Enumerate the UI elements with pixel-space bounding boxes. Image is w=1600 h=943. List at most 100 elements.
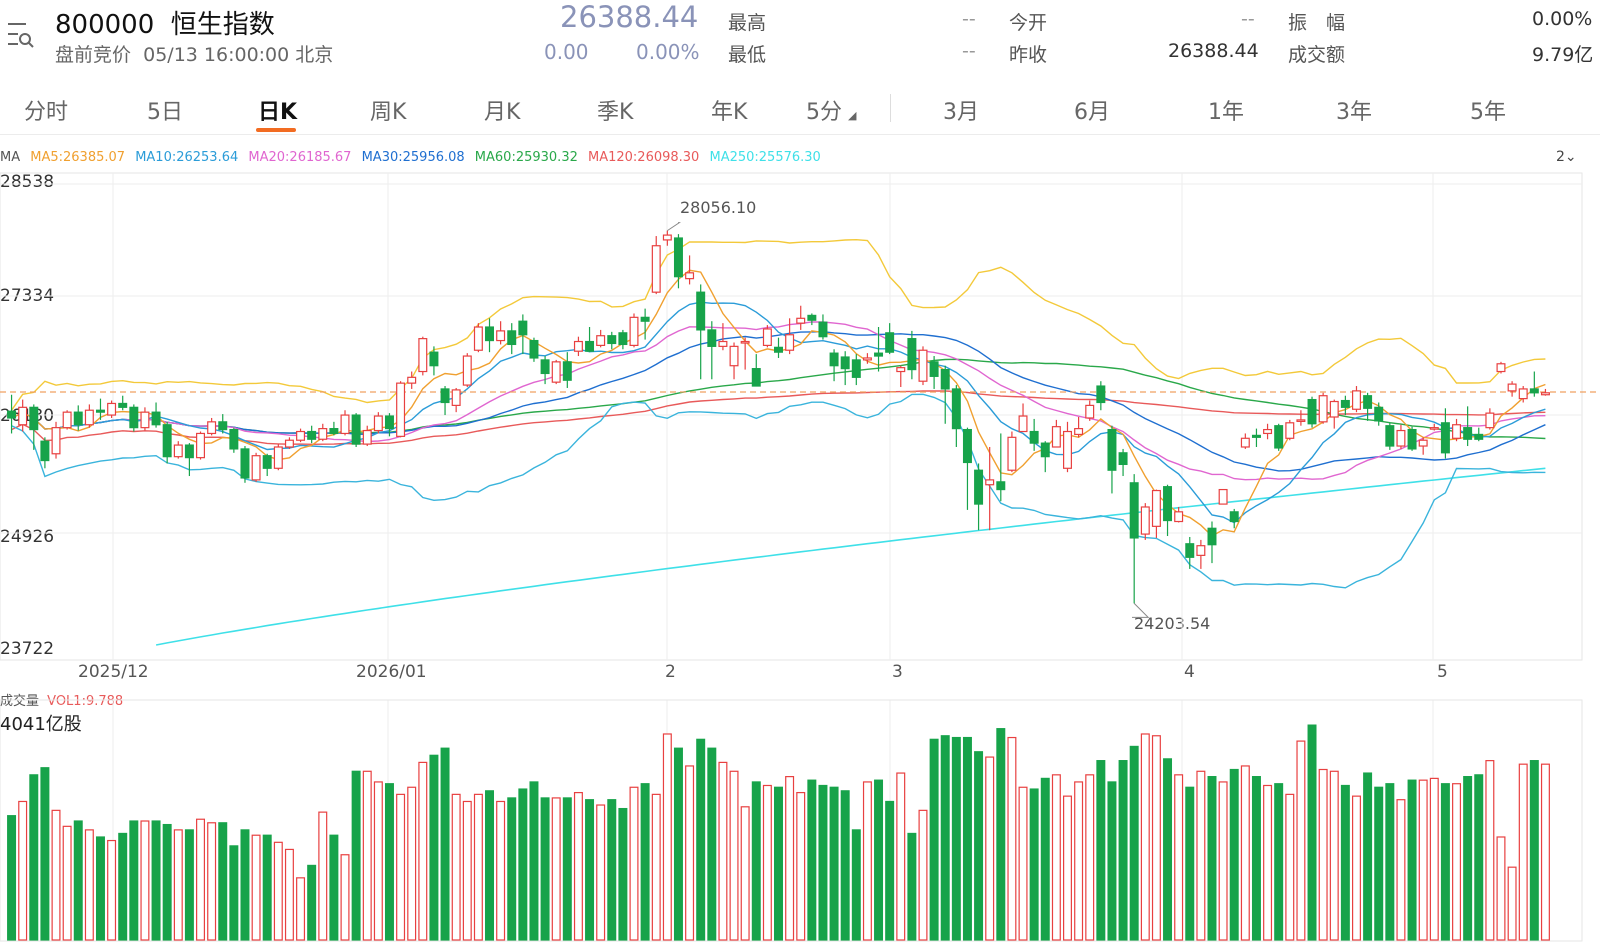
- volume-bar-down: [351, 770, 361, 941]
- volume-bar-down: [585, 799, 595, 941]
- candle-down: [640, 316, 650, 322]
- volume-bar-down: [218, 822, 228, 941]
- candle-up: [1518, 388, 1528, 400]
- tab-weekly-k[interactable]: 周K: [370, 100, 407, 125]
- candle-up: [1174, 511, 1184, 523]
- volume-bar-up: [1240, 765, 1250, 941]
- volume-bar-up: [1051, 774, 1061, 941]
- volume-bar-down: [240, 829, 250, 941]
- candle-down: [95, 409, 105, 413]
- tab-daily-k[interactable]: 日K: [258, 100, 298, 125]
- volume-bar-up: [1151, 735, 1161, 941]
- candle-down: [229, 428, 239, 450]
- candle-up: [1140, 506, 1150, 535]
- candle-up: [1263, 428, 1273, 435]
- volume-bar-down: [262, 834, 272, 941]
- candle-up: [1007, 436, 1017, 471]
- candle-up: [1218, 488, 1228, 505]
- volume-bar-up: [762, 784, 772, 941]
- candle-up: [284, 439, 294, 448]
- candle-down: [707, 329, 717, 347]
- volume-bar-up: [718, 761, 728, 941]
- candle-up: [107, 402, 117, 416]
- tab-3years[interactable]: 3年: [1336, 100, 1372, 125]
- chevron-down-icon: ⌄: [1564, 149, 1577, 165]
- tab-3months[interactable]: 3月: [943, 100, 979, 125]
- tab-5years[interactable]: 5年: [1470, 100, 1506, 125]
- tab-intraday[interactable]: 分时: [24, 100, 69, 125]
- volume-bar-up: [273, 841, 283, 941]
- candle-up: [1296, 419, 1306, 423]
- volume-bar-down: [229, 845, 239, 941]
- x-tick-label: 3: [892, 662, 903, 682]
- volume-bar-up: [373, 781, 383, 941]
- candle-up: [685, 272, 695, 280]
- candle-down: [518, 320, 528, 336]
- candle-up: [1396, 429, 1406, 447]
- volume-bar-up: [251, 834, 261, 941]
- tab-separator: [890, 94, 891, 122]
- tab-monthly-k[interactable]: 月K: [484, 100, 521, 125]
- tab-yearly-k[interactable]: 年K: [711, 100, 748, 125]
- volume-bar-down: [307, 864, 317, 941]
- candle-up: [318, 428, 328, 440]
- tab-6months[interactable]: 6月: [1074, 100, 1110, 125]
- candle-down: [929, 361, 939, 377]
- volume-bar-up: [362, 770, 372, 941]
- volume-bar-up: [473, 793, 483, 941]
- candle-down: [507, 330, 517, 346]
- volume-bar-down: [1463, 776, 1473, 941]
- candle-down: [974, 469, 984, 505]
- candle-down: [1118, 452, 1128, 466]
- candle-down: [774, 346, 783, 353]
- ma20-line: [11, 321, 1546, 481]
- volume-bar-down: [518, 788, 528, 941]
- volume-bar-down: [540, 797, 550, 941]
- volume-bar-up: [796, 791, 806, 941]
- candle-up: [473, 326, 483, 351]
- candle-up: [1196, 545, 1206, 556]
- x-tick-label: 2026/01: [356, 662, 427, 682]
- volume-bar-down: [507, 797, 517, 941]
- candle-down: [1307, 398, 1317, 425]
- volume-bar-down: [1229, 768, 1239, 941]
- tab-5min[interactable]: 5分 ◢: [806, 94, 856, 126]
- volume-bar-down: [1185, 786, 1195, 941]
- volume-bar-down: [1529, 760, 1539, 941]
- candle-down: [840, 356, 850, 370]
- volume-bar-up: [107, 839, 117, 941]
- ma-toggle[interactable]: 2⌄: [1556, 149, 1577, 165]
- candle-up: [1496, 363, 1506, 373]
- candle-down: [585, 340, 595, 352]
- volume-bar-down: [751, 781, 761, 941]
- candle-up: [1429, 427, 1439, 430]
- y-tick-label: 24926: [0, 527, 55, 547]
- ma10-line: [11, 301, 1546, 524]
- tab-quarterly-k[interactable]: 季K: [597, 100, 634, 125]
- candle-up: [451, 389, 461, 406]
- volume-bar-up: [1063, 795, 1072, 941]
- candle-up: [496, 330, 506, 342]
- ma30-value: MA30:25956.08: [361, 150, 465, 165]
- tab-5day[interactable]: 5日: [147, 100, 183, 125]
- ma120-value: MA120:26098.30: [588, 150, 700, 165]
- tab-1year[interactable]: 1年: [1208, 100, 1244, 125]
- candle-up: [1452, 424, 1462, 439]
- candle-up: [1018, 415, 1028, 433]
- ma5-value: MA5:26385.07: [30, 150, 126, 165]
- menu-icon[interactable]: [4, 6, 34, 52]
- y-tick-label: 23722: [0, 639, 55, 659]
- candle-up: [296, 430, 306, 441]
- candle-down: [1474, 433, 1484, 440]
- volume-bar-up: [1429, 777, 1439, 941]
- current-price: 26388.44: [560, 0, 699, 34]
- chart-frame: [0, 172, 1583, 661]
- candle-up: [340, 414, 350, 435]
- volume-bar-up: [284, 848, 294, 941]
- volume-bar-down: [1440, 783, 1450, 941]
- candle-up: [1074, 428, 1084, 436]
- volume-bar-down: [29, 774, 39, 941]
- volume-bar-up: [1174, 774, 1184, 941]
- high-annotation: 28056.10: [680, 198, 757, 217]
